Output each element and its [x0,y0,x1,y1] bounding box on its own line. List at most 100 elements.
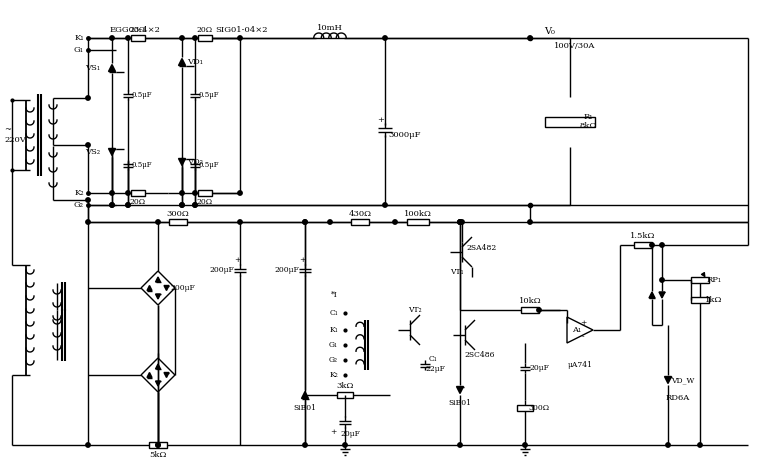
Circle shape [527,220,532,224]
Circle shape [650,243,654,247]
Text: *I: *I [331,291,338,299]
Text: V₀: V₀ [545,27,556,36]
Text: +: + [234,256,240,264]
Circle shape [523,443,527,447]
Circle shape [458,220,462,224]
Text: 20μF: 20μF [340,430,360,438]
Bar [407,219,429,225]
Polygon shape [156,364,160,369]
Text: 200μF: 200μF [210,266,234,274]
Text: 0.5μF: 0.5μF [131,161,152,169]
Text: EGG03-4×2: EGG03-4×2 [110,26,161,34]
Text: 1.5kΩ: 1.5kΩ [630,232,656,240]
Circle shape [698,443,702,447]
Circle shape [126,191,130,195]
Circle shape [302,220,307,224]
Polygon shape [156,381,160,386]
Text: VD₂: VD₂ [187,158,203,166]
Circle shape [109,36,114,40]
Bar [545,117,595,126]
Circle shape [328,220,332,224]
Bar [337,392,353,398]
Circle shape [660,243,664,247]
Polygon shape [109,149,116,155]
Circle shape [193,191,197,195]
Polygon shape [147,286,152,290]
Polygon shape [649,292,655,298]
Circle shape [86,220,90,224]
Text: 20Ω: 20Ω [130,198,146,206]
Circle shape [109,203,114,207]
Text: ~
220V: ~ 220V [4,126,26,143]
Polygon shape [156,277,160,282]
Polygon shape [302,391,309,398]
Circle shape [156,443,160,447]
Text: G₁: G₁ [74,46,84,54]
Text: 0.5μF: 0.5μF [199,161,219,169]
Polygon shape [457,387,464,394]
Text: 22μF: 22μF [425,365,445,373]
Circle shape [193,36,197,40]
Circle shape [383,203,387,207]
Text: VD₁: VD₁ [187,58,203,66]
Circle shape [393,220,397,224]
Text: SIG01-04×2: SIG01-04×2 [215,26,268,34]
Circle shape [126,36,130,40]
Text: VD_W: VD_W [671,376,695,384]
Text: VS₁: VS₁ [85,64,100,72]
Circle shape [238,220,242,224]
Polygon shape [164,372,169,378]
Circle shape [527,36,532,40]
Text: K₁: K₁ [329,326,338,334]
Circle shape [458,443,462,447]
Text: 20μF: 20μF [529,364,549,372]
Text: 430Ω: 430Ω [349,210,372,218]
Text: K₁: K₁ [74,34,84,42]
Bar [634,242,652,248]
Text: +: + [330,428,336,436]
Text: 2SC486: 2SC486 [465,351,496,359]
Bar [149,442,167,448]
Circle shape [660,278,664,282]
Circle shape [460,220,464,224]
Text: 200μF: 200μF [274,266,299,274]
Text: R₁
8kΩ: R₁ 8kΩ [579,113,597,130]
Text: μA741: μA741 [568,361,593,369]
Text: 10kΩ: 10kΩ [518,297,541,305]
Circle shape [666,443,670,447]
Circle shape [458,220,462,224]
Bar [169,219,187,225]
Bar [198,35,212,41]
Circle shape [238,36,242,40]
Text: 0.5μF: 0.5μF [131,91,152,99]
Text: SiB01: SiB01 [448,399,471,407]
Polygon shape [164,286,169,290]
Text: 200μF: 200μF [171,284,195,292]
Text: -: - [581,333,584,341]
Text: VT₂: VT₂ [408,306,422,314]
Bar [131,190,145,196]
Text: VS₂: VS₂ [85,148,100,156]
Text: RP₁: RP₁ [707,276,721,284]
Text: 20Ω: 20Ω [130,26,146,34]
Circle shape [343,443,347,447]
Bar [691,297,709,303]
Text: 10mH: 10mH [317,24,343,32]
Polygon shape [659,292,665,298]
Text: 1kΩ: 1kΩ [705,296,723,304]
Polygon shape [179,59,185,66]
Circle shape [109,191,114,195]
Text: A₁: A₁ [572,326,581,334]
Text: 20Ω: 20Ω [197,198,213,206]
Circle shape [458,220,462,224]
Text: 5kΩ: 5kΩ [149,451,166,459]
Text: 300Ω: 300Ω [528,404,549,412]
Circle shape [156,220,160,224]
Bar [351,219,369,225]
Polygon shape [179,159,185,166]
Circle shape [86,143,90,147]
Text: RD6A: RD6A [666,394,690,402]
Circle shape [180,203,184,207]
Polygon shape [664,377,672,383]
Circle shape [383,36,387,40]
